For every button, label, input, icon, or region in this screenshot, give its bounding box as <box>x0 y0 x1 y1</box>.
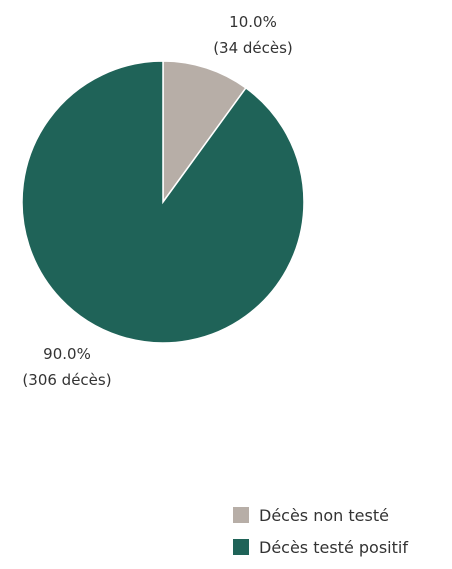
slice-percent-label: 90.0% <box>43 345 91 363</box>
legend-label: Décès testé positif <box>259 537 408 557</box>
slice-percent-label: 10.0% <box>229 13 277 31</box>
legend: Décès non testé Décès testé positif <box>233 505 408 569</box>
legend-swatch <box>233 539 249 555</box>
legend-swatch <box>233 507 249 523</box>
slice-label-deces-teste-positif: 90.0% (306 décès) <box>22 345 111 389</box>
legend-item-non-teste: Décès non testé <box>233 505 408 525</box>
legend-item-teste-positif: Décès testé positif <box>233 537 408 557</box>
slice-label-decès-non-teste: 10.0% (34 décès) <box>213 13 293 57</box>
pie-slice-non-teste <box>162 60 247 205</box>
pie-slices <box>21 60 305 344</box>
slice-count-label: (306 décès) <box>22 371 111 389</box>
pie-slice-teste-positif <box>21 60 305 344</box>
slice-count-label: (34 décès) <box>213 39 293 57</box>
legend-label: Décès non testé <box>259 505 389 525</box>
